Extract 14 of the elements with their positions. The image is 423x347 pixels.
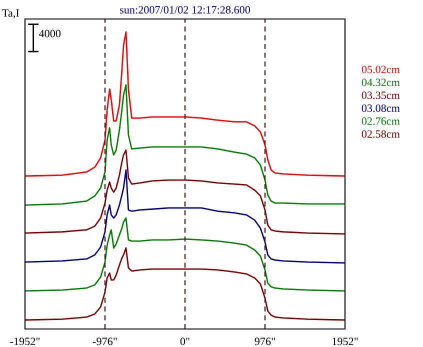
x-tick-label: -1952" [10,338,40,346]
y-axis-title: Ta,I [2,9,20,18]
x-tick-label: 1952" [332,338,358,346]
text: 05.02cm [362,66,400,74]
x-tick-label: -976" [92,338,117,346]
text: 04.32cm [362,78,400,86]
text: 02.76cm [362,117,400,125]
text: 03.35cm [362,92,400,100]
x-tick-label: 976" [254,338,275,346]
annotation: 4000 [38,30,61,38]
text: 02.58cm [362,130,400,138]
text: 03.08cm [362,104,400,112]
x-tick-label: 0" [180,338,190,346]
chart-title: sun:2007/01/02 12:17:28.600 [120,6,250,14]
